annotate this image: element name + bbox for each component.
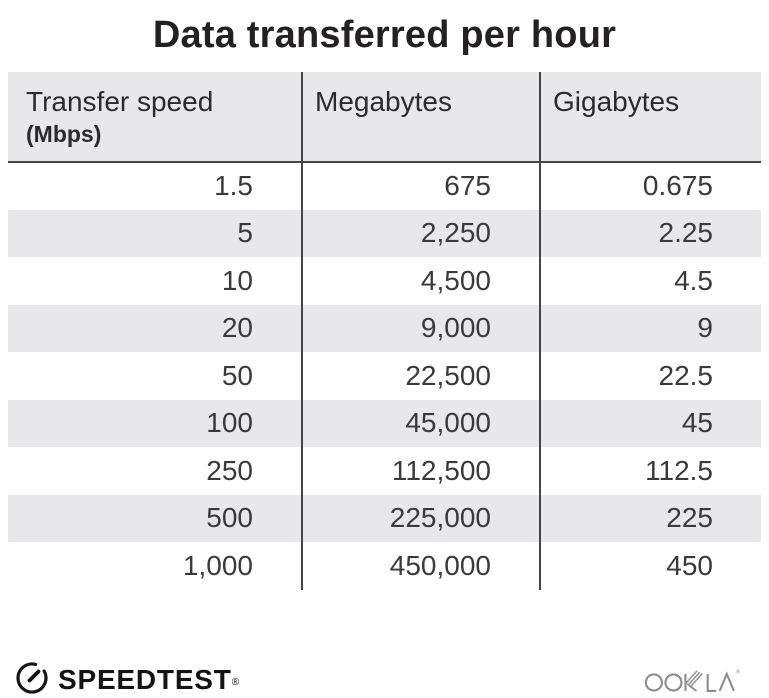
header-megabytes: Megabytes <box>301 72 540 163</box>
table-cell: 250 <box>8 447 302 495</box>
table-cell: 450 <box>539 542 761 590</box>
header-label: Gigabytes <box>553 86 680 117</box>
table-cell: 450,000 <box>301 542 540 590</box>
ookla-wordmark-icon: ® <box>643 662 751 698</box>
table-row: 100 45,000 45 <box>8 399 761 447</box>
table-cell: 1.5 <box>8 162 302 210</box>
table-body: 1.5 675 0.675 5 2,250 2.25 10 4,500 4.5 20 9,000 9 5… <box>8 162 761 590</box>
speedtest-logo: SPEEDTEST ® <box>14 660 239 698</box>
table-cell: 2,250 <box>301 209 540 257</box>
table-cell: 22,500 <box>301 352 540 400</box>
table-cell: 0.675 <box>539 162 761 210</box>
table-row: 1,000 450,000 450 <box>8 542 761 590</box>
table-cell: 4,500 <box>301 257 540 305</box>
table-cell: 1,000 <box>8 542 302 590</box>
table-cell: 675 <box>301 162 540 210</box>
table-cell: 10 <box>8 257 302 305</box>
speedtest-gauge-icon <box>14 660 50 698</box>
table-cell: 9,000 <box>301 304 540 352</box>
table-row: 10 4,500 4.5 <box>8 257 761 305</box>
table-row: 20 9,000 9 <box>8 304 761 352</box>
table-cell: 22.5 <box>539 352 761 400</box>
table-row: 50 22,500 22.5 <box>8 352 761 400</box>
table-cell: 9 <box>539 304 761 352</box>
table-row: 250 112,500 112.5 <box>8 447 761 495</box>
header-sublabel: (Mbps) <box>26 121 102 147</box>
header-gigabytes: Gigabytes <box>539 72 761 163</box>
svg-text:®: ® <box>736 668 740 675</box>
header-row: Transfer speed (Mbps) Megabytes Gigabyte… <box>8 72 761 163</box>
table-cell: 2.25 <box>539 209 761 257</box>
header-label: Megabytes <box>315 86 452 117</box>
page-title: Data transferred per hour <box>152 14 617 56</box>
table-cell: 45,000 <box>301 399 540 447</box>
ookla-logo: ® <box>643 662 751 698</box>
table-cell: 4.5 <box>539 257 761 305</box>
speedtest-wordmark: SPEEDTEST <box>58 664 232 695</box>
table-cell: 50 <box>8 352 302 400</box>
table-row: 500 225,000 225 <box>8 494 761 542</box>
table-cell: 45 <box>539 399 761 447</box>
data-table: Transfer speed (Mbps) Megabytes Gigabyte… <box>8 72 761 590</box>
table-cell: 225 <box>539 494 761 542</box>
infographic-page: Data transferred per hour Transfer speed… <box>0 14 769 698</box>
table-cell: 100 <box>8 399 302 447</box>
header-label: Transfer speed <box>26 86 214 117</box>
table-cell: 112.5 <box>539 447 761 495</box>
table-row: 1.5 675 0.675 <box>8 162 761 210</box>
table-cell: 20 <box>8 304 302 352</box>
table-row: 5 2,250 2.25 <box>8 209 761 257</box>
table-cell: 112,500 <box>301 447 540 495</box>
registered-mark: ® <box>231 676 240 688</box>
footer: SPEEDTEST ® ® <box>14 658 751 698</box>
table-cell: 5 <box>8 209 302 257</box>
table-cell: 500 <box>8 494 302 542</box>
header-transfer-speed: Transfer speed (Mbps) <box>8 72 302 163</box>
table-cell: 225,000 <box>301 494 540 542</box>
